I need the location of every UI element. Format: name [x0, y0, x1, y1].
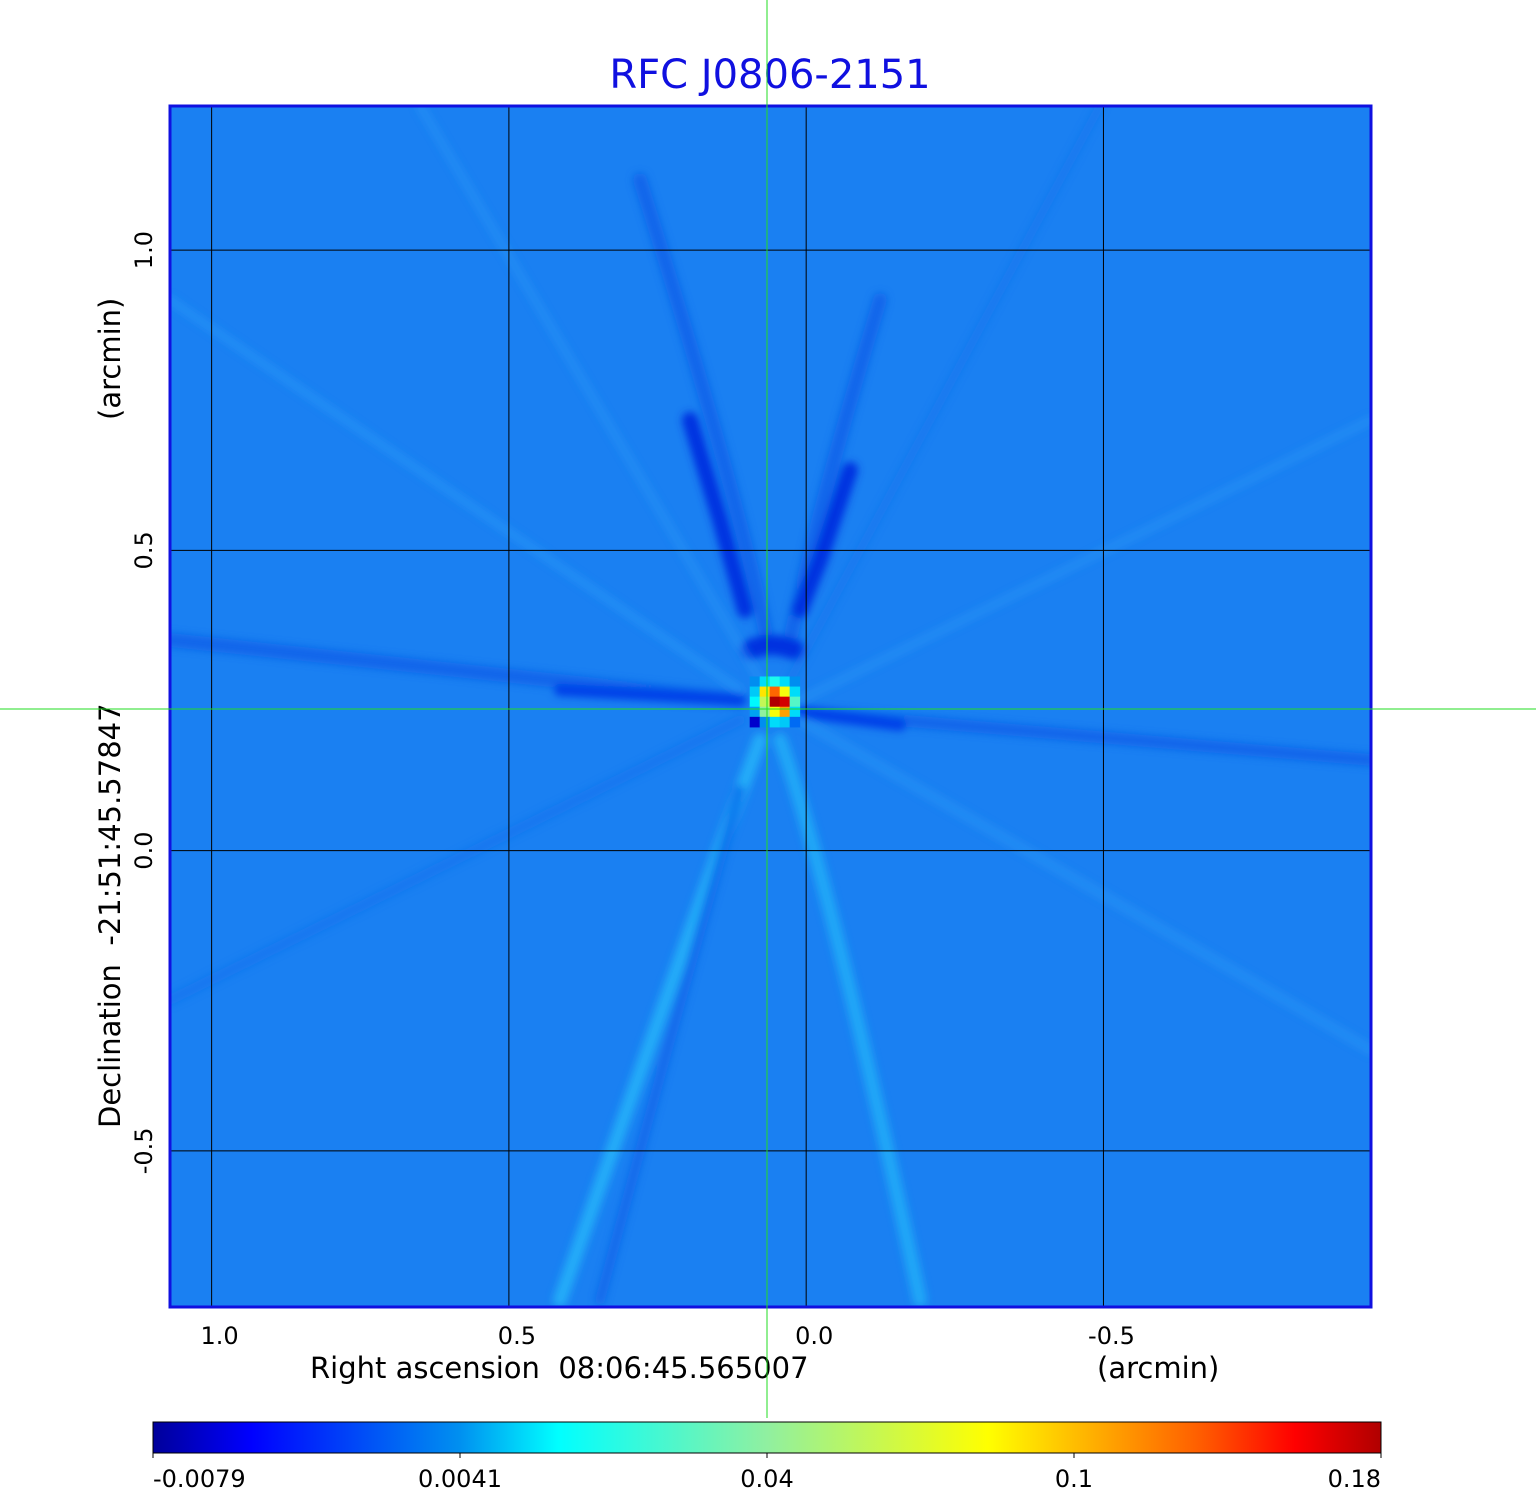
- image-pixel: [759, 676, 771, 688]
- y-tick-label: 1.0: [130, 231, 158, 269]
- colorbar-tick-label: 0.0041: [418, 1465, 502, 1493]
- image-pixel: [759, 716, 771, 728]
- image-pixel: [789, 696, 801, 708]
- image-pixel: [789, 706, 801, 718]
- image-pixel: [779, 706, 791, 718]
- sidelobe-pattern: [170, 106, 1371, 1307]
- image-pixel: [769, 696, 781, 708]
- image-pixel: [789, 686, 801, 698]
- image-pixel: [749, 686, 761, 698]
- y-axis-unit: (arcmin): [93, 298, 127, 420]
- x-tick-label: 1.0: [201, 1322, 239, 1350]
- plot-frame: [168, 104, 1373, 1309]
- image-pixel: [789, 676, 801, 688]
- x-axis-label: Right ascension 08:06:45.565007: [310, 1351, 809, 1385]
- colorbar-tick-label: 0.18: [1328, 1465, 1381, 1493]
- y-axis-label: Declination -21:51:45.57847: [93, 703, 127, 1128]
- x-tick-labels: 1.0 0.5 0.0 -0.5: [201, 1322, 1135, 1350]
- colorbar-tick-label: 0.1: [1055, 1465, 1093, 1493]
- image-pixel: [749, 706, 761, 718]
- image-pixel: [759, 706, 771, 718]
- image-pixel: [749, 696, 761, 708]
- x-tick-label: -0.5: [1088, 1322, 1135, 1350]
- image-pixel: [779, 686, 791, 698]
- y-tick-labels: 1.0 0.5 0.0 -0.5: [130, 231, 158, 1174]
- image-pixel: [749, 676, 761, 688]
- image-pixel: [779, 716, 791, 728]
- image-pixel: [769, 676, 781, 688]
- x-tick-label: 0.5: [498, 1322, 536, 1350]
- crosshair: [0, 0, 1536, 1418]
- x-tick-label: 0.0: [795, 1322, 833, 1350]
- colorbar-gradient: [152, 1421, 1382, 1454]
- image-pixel: [759, 696, 771, 708]
- image-pixel: [779, 696, 791, 708]
- y-tick-label: 0.0: [130, 832, 158, 870]
- colorbar-ticks: -0.0079 0.0041 0.04 0.1 0.18: [152, 1453, 1382, 1493]
- colorbar-tick-label: -0.0079: [153, 1465, 246, 1493]
- y-tick-label: 0.5: [130, 531, 158, 569]
- peak-pixels: [749, 676, 801, 728]
- image-pixel: [789, 716, 801, 728]
- y-tick-label: -0.5: [130, 1127, 158, 1174]
- image-area: [170, 106, 1371, 1307]
- colorbar-tick-label: 0.04: [740, 1465, 793, 1493]
- chart-title: RFC J0806-2151: [609, 52, 930, 98]
- image-pixel: [749, 716, 761, 728]
- x-axis-unit: (arcmin): [1097, 1351, 1219, 1385]
- colorbar: -0.0079 0.0041 0.04 0.1 0.18: [152, 1421, 1382, 1493]
- image-pixel: [769, 686, 781, 698]
- image-pixel: [769, 706, 781, 718]
- image-pixel: [759, 686, 771, 698]
- image-pixel: [769, 716, 781, 728]
- grid-lines: [170, 106, 1371, 1307]
- image-pixel: [779, 676, 791, 688]
